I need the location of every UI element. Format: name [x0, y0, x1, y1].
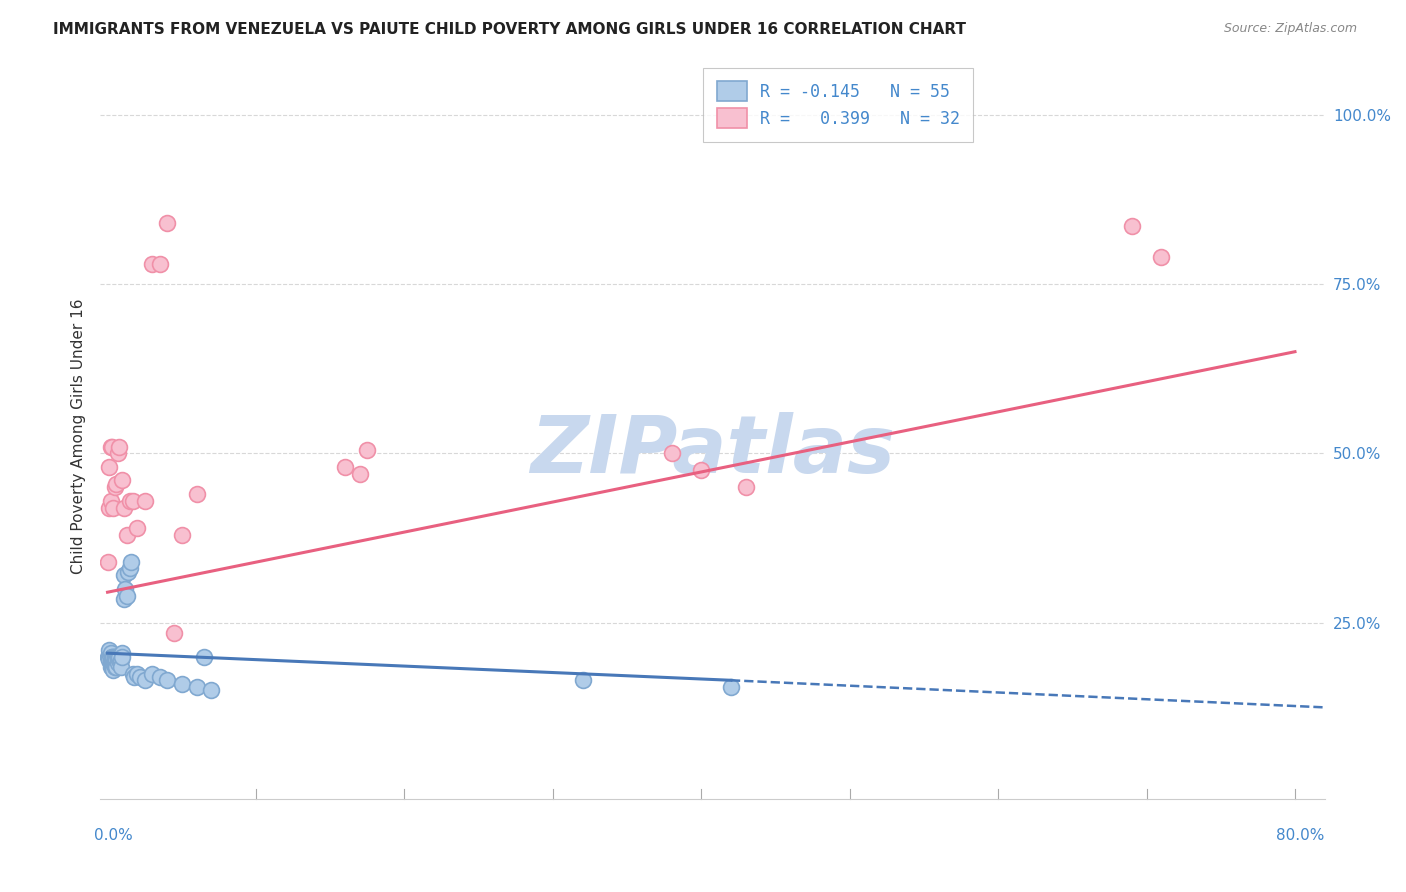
- Point: [141, 666, 163, 681]
- Point: [186, 680, 208, 694]
- Point: [100, 493, 122, 508]
- Point: [1121, 219, 1143, 234]
- Legend: R = -0.145   N = 55, R =   0.399   N = 32: R = -0.145 N = 55, R = 0.399 N = 32: [703, 68, 973, 142]
- Point: [118, 561, 141, 575]
- Point: [107, 649, 129, 664]
- Point: [114, 582, 136, 596]
- Point: [129, 670, 152, 684]
- Point: [121, 493, 143, 508]
- Point: [98, 459, 121, 474]
- Point: [200, 683, 222, 698]
- Point: [96, 649, 118, 664]
- Point: [107, 446, 129, 460]
- Text: IMMIGRANTS FROM VENEZUELA VS PAIUTE CHILD POVERTY AMONG GIRLS UNDER 16 CORRELATI: IMMIGRANTS FROM VENEZUELA VS PAIUTE CHIL…: [53, 22, 966, 37]
- Point: [103, 653, 125, 667]
- Point: [118, 493, 141, 508]
- Point: [110, 659, 132, 673]
- Text: Source: ZipAtlas.com: Source: ZipAtlas.com: [1223, 22, 1357, 36]
- Point: [333, 459, 356, 474]
- Point: [120, 555, 142, 569]
- Point: [112, 592, 135, 607]
- Point: [104, 480, 127, 494]
- Point: [127, 521, 149, 535]
- Point: [127, 666, 149, 681]
- Point: [571, 673, 593, 688]
- Point: [170, 676, 193, 690]
- Point: [105, 476, 128, 491]
- Point: [96, 555, 118, 569]
- Point: [105, 653, 128, 667]
- Point: [101, 659, 124, 673]
- Point: [115, 589, 138, 603]
- Point: [661, 446, 683, 460]
- Text: 80.0%: 80.0%: [1277, 828, 1324, 843]
- Point: [100, 657, 122, 671]
- Point: [193, 649, 215, 664]
- Point: [103, 659, 125, 673]
- Point: [115, 527, 138, 541]
- Point: [720, 680, 742, 694]
- Point: [121, 666, 143, 681]
- Point: [98, 653, 121, 667]
- Point: [100, 659, 122, 673]
- Point: [356, 442, 378, 457]
- Point: [105, 659, 128, 673]
- Point: [690, 463, 713, 477]
- Point: [98, 649, 121, 664]
- Text: 0.0%: 0.0%: [94, 828, 132, 843]
- Y-axis label: Child Poverty Among Girls Under 16: Child Poverty Among Girls Under 16: [72, 299, 86, 574]
- Point: [103, 663, 125, 677]
- Point: [156, 673, 179, 688]
- Point: [104, 653, 127, 667]
- Point: [101, 649, 124, 664]
- Point: [105, 649, 128, 664]
- Point: [103, 500, 125, 515]
- Text: ZIPatlas: ZIPatlas: [530, 412, 894, 490]
- Point: [1150, 250, 1173, 264]
- Point: [112, 568, 135, 582]
- Point: [101, 649, 124, 664]
- Point: [141, 257, 163, 271]
- Point: [148, 257, 170, 271]
- Point: [111, 474, 134, 488]
- Point: [104, 649, 127, 664]
- Point: [156, 216, 179, 230]
- Point: [117, 565, 139, 579]
- Point: [103, 649, 125, 664]
- Point: [734, 480, 756, 494]
- Point: [122, 670, 145, 684]
- Point: [104, 649, 127, 664]
- Point: [101, 653, 124, 667]
- Point: [104, 659, 127, 673]
- Point: [112, 500, 135, 515]
- Point: [98, 642, 121, 657]
- Point: [163, 625, 186, 640]
- Point: [108, 653, 131, 667]
- Point: [100, 653, 122, 667]
- Point: [98, 500, 121, 515]
- Point: [100, 440, 122, 454]
- Point: [111, 649, 134, 664]
- Point: [101, 657, 124, 671]
- Point: [349, 467, 371, 481]
- Point: [170, 527, 193, 541]
- Point: [101, 440, 124, 454]
- Point: [111, 646, 134, 660]
- Point: [107, 653, 129, 667]
- Point: [104, 653, 127, 667]
- Point: [108, 440, 131, 454]
- Point: [134, 673, 156, 688]
- Point: [148, 670, 170, 684]
- Point: [100, 646, 122, 660]
- Point: [107, 657, 129, 671]
- Point: [108, 649, 131, 664]
- Point: [110, 653, 132, 667]
- Point: [134, 493, 156, 508]
- Point: [186, 487, 208, 501]
